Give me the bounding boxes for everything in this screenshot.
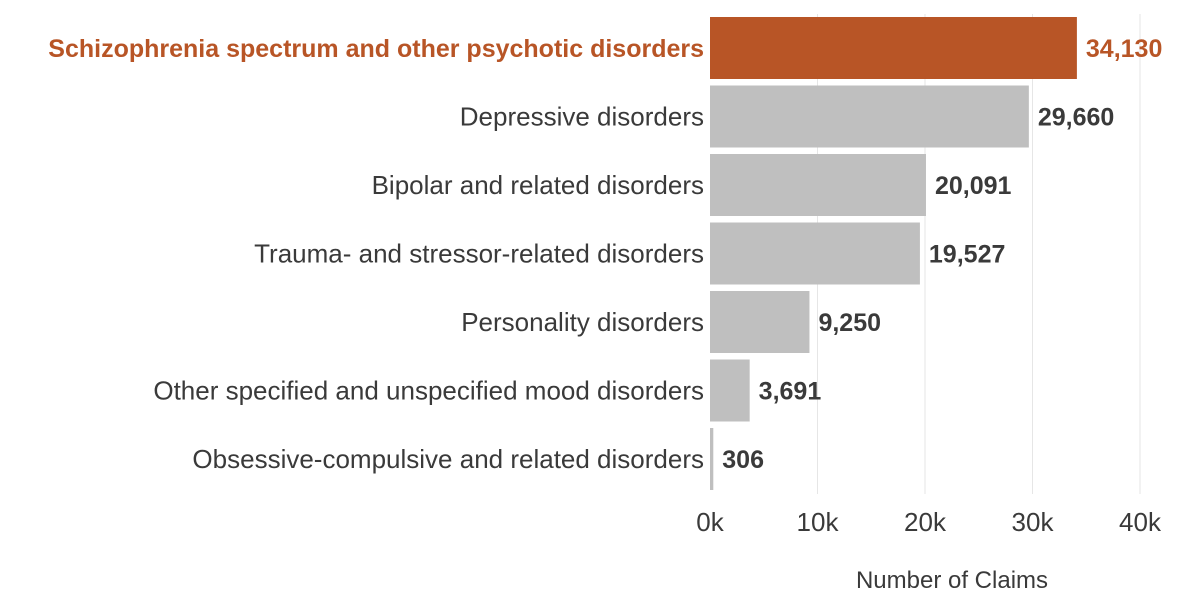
category-label: Obsessive-compulsive and related disorde…	[192, 444, 704, 474]
value-label: 34,130	[1086, 35, 1162, 63]
x-tick-label: 40k	[1119, 507, 1162, 537]
category-label: Depressive disorders	[460, 102, 704, 132]
category-label: Personality disorders	[461, 307, 704, 337]
category-label: Trauma- and stressor-related disorders	[254, 239, 704, 269]
bar	[710, 428, 714, 490]
value-label: 20,091	[935, 172, 1012, 200]
value-label: 19,527	[929, 241, 1005, 269]
category-label: Bipolar and related disorders	[372, 170, 704, 200]
category-labels: Schizophrenia spectrum and other psychot…	[48, 35, 704, 474]
bar	[710, 291, 810, 353]
x-tick-label: 0k	[696, 507, 724, 537]
x-tick-label: 20k	[904, 507, 947, 537]
bar	[710, 154, 926, 216]
bar	[710, 359, 750, 422]
bar	[710, 222, 920, 285]
bars	[710, 17, 1077, 490]
x-tick-label: 30k	[1012, 507, 1055, 537]
value-label: 3,691	[759, 378, 822, 406]
bar	[710, 17, 1077, 79]
value-labels: 34,130 29,660 20,091 19,527 9,250 3,691 306	[722, 35, 1162, 474]
category-label: Other specified and unspecified mood dis…	[153, 376, 704, 406]
value-label: 306	[722, 446, 764, 474]
x-axis-title: Number of Claims	[856, 567, 1048, 594]
category-label: Schizophrenia spectrum and other psychot…	[48, 35, 704, 63]
value-label: 29,660	[1038, 104, 1114, 132]
x-tick-label: 10k	[797, 507, 840, 537]
bar	[710, 85, 1029, 148]
x-axis-ticks: 0k 10k 20k 30k 40k	[696, 507, 1162, 537]
value-label: 9,250	[818, 309, 881, 337]
